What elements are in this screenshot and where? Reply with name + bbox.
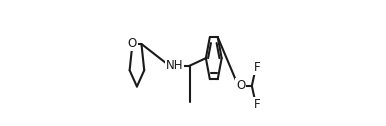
Text: O: O	[236, 79, 245, 92]
Text: F: F	[253, 61, 260, 74]
Text: F: F	[253, 98, 260, 111]
Text: O: O	[128, 37, 137, 50]
Text: NH: NH	[166, 59, 183, 72]
